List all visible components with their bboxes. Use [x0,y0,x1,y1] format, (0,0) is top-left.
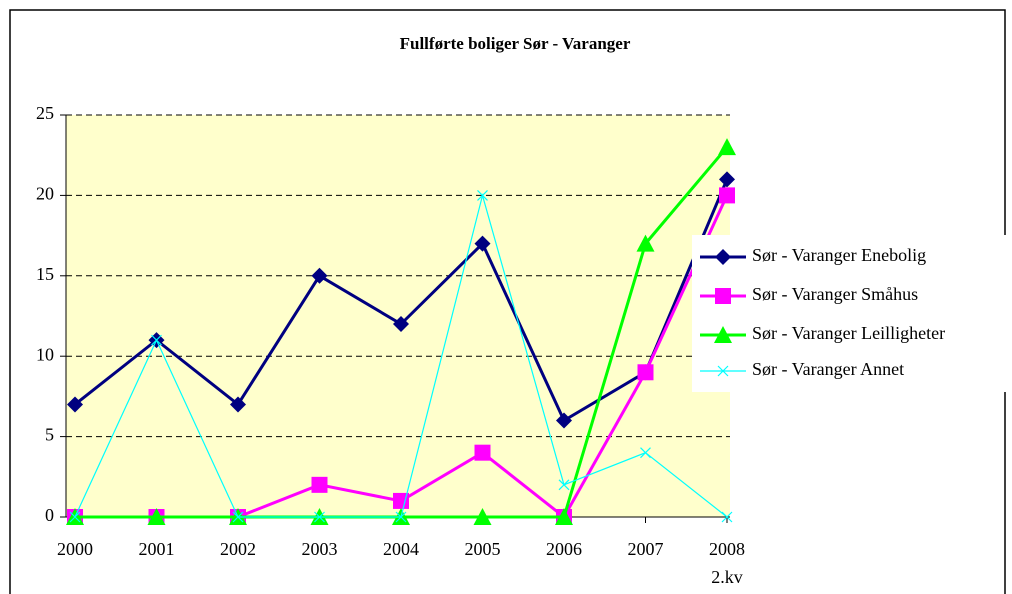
marker [637,364,654,381]
x-tick-label: 2008 2.kv [709,539,745,587]
x-tick-label: 2003 [301,539,338,559]
marker [147,508,166,525]
x-tick-label: 2007 [627,539,664,559]
y-tick-label: 0 [45,505,54,525]
plot-area [66,115,730,517]
marker [558,479,570,491]
marker [717,365,729,377]
marker [311,267,328,284]
marker [393,492,409,509]
marker [151,334,162,346]
legend-label: Sør - Varanger Annet [752,359,904,379]
marker [314,511,325,523]
marker [715,249,731,265]
marker [69,511,81,523]
marker [718,138,736,156]
y-tick-label: 20 [36,184,54,204]
marker [393,316,409,333]
y-tick-label: 10 [36,344,54,364]
chart-title: Fullførte boliger Sør - Varanger [400,34,631,53]
legend-label: Sør - Varanger Enebolig [752,245,926,265]
marker [721,511,733,523]
marker [230,396,246,413]
x-tick-label: 2000 [57,539,93,559]
marker [395,511,407,523]
marker [474,235,491,252]
legend-label: Sør - Varanger Småhus [752,284,918,304]
y-tick-label: 5 [45,425,54,445]
marker [715,288,731,304]
marker [311,476,328,493]
x-tick-label: 2002 [220,539,256,559]
legend-label: Sør - Varanger Leilligheter [752,323,945,343]
y-tick-label: 25 [36,103,54,123]
marker [714,326,732,343]
marker [640,447,651,459]
x-tick-label: 2006 [546,539,582,559]
marker [636,234,655,252]
marker [67,396,83,413]
marker [232,511,244,523]
legend-box [692,235,1012,392]
x-tick-label: 2005 [464,539,501,559]
x-tick-label: 2001 [138,539,175,559]
marker [719,187,735,204]
marker [473,508,492,525]
marker [477,189,488,201]
marker [474,444,491,461]
marker [556,412,572,429]
x-tick-label: 2004 [383,539,419,559]
marker [719,171,735,188]
marker [555,508,573,525]
y-tick-label: 15 [36,264,54,284]
